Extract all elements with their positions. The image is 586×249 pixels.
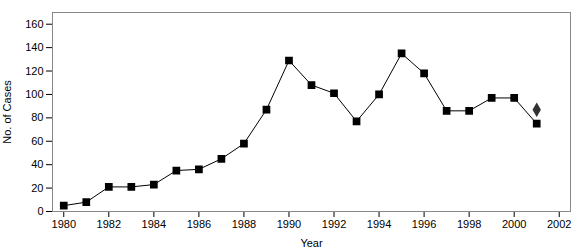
svg-text:100: 100 [25, 88, 43, 100]
svg-text:1984: 1984 [142, 218, 166, 230]
svg-text:20: 20 [31, 182, 43, 194]
svg-text:2000: 2000 [502, 218, 526, 230]
svg-text:1990: 1990 [277, 218, 301, 230]
svg-text:60: 60 [31, 135, 43, 147]
svg-text:No. of Cases: No. of Cases [1, 80, 13, 144]
svg-text:1992: 1992 [322, 218, 346, 230]
svg-text:2002: 2002 [547, 218, 571, 230]
svg-text:40: 40 [31, 158, 43, 170]
svg-text:1988: 1988 [232, 218, 256, 230]
svg-text:160: 160 [25, 18, 43, 30]
svg-text:0: 0 [37, 205, 43, 217]
svg-text:Year: Year [300, 237, 323, 249]
svg-text:1996: 1996 [412, 218, 436, 230]
svg-text:1980: 1980 [52, 218, 76, 230]
svg-text:120: 120 [25, 65, 43, 77]
svg-text:1986: 1986 [187, 218, 211, 230]
svg-text:1982: 1982 [97, 218, 121, 230]
svg-text:140: 140 [25, 41, 43, 53]
svg-text:1998: 1998 [457, 218, 481, 230]
svg-text:1994: 1994 [367, 218, 391, 230]
svg-text:80: 80 [31, 111, 43, 123]
